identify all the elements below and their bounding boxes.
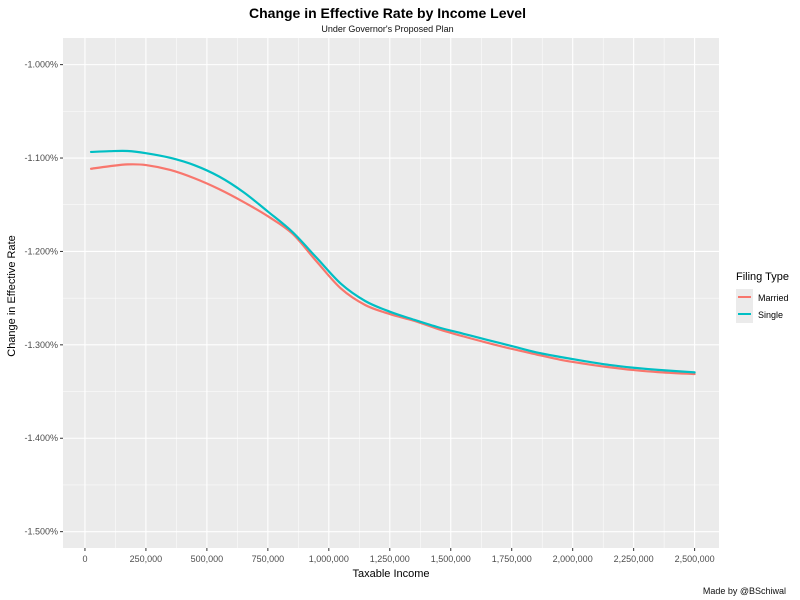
chart-subtitle: Under Governor's Proposed Plan (321, 24, 454, 34)
y-tick-label: -1.300% (24, 340, 58, 350)
legend-item-married: Married (736, 289, 789, 306)
x-tick-label: 2,500,000 (675, 554, 715, 564)
x-tick-label: 1,000,000 (309, 554, 349, 564)
y-axis-label: Change in Effective Rate (6, 235, 18, 357)
legend: Filing Type Married Single (736, 271, 789, 323)
x-tick-label: 750,000 (252, 554, 285, 564)
legend-key-married (736, 289, 753, 306)
x-tick-label: 2,250,000 (614, 554, 654, 564)
y-tick-label: -1.000% (24, 60, 58, 70)
y-tick-label: -1.500% (24, 527, 58, 537)
x-tick-label: 500,000 (191, 554, 224, 564)
x-tick-label: 2,000,000 (553, 554, 593, 564)
x-axis-label: Taxable Income (352, 568, 430, 580)
x-tick-label: 1,500,000 (431, 554, 471, 564)
x-tick-label: 1,250,000 (370, 554, 410, 564)
x-tick-label: 1,750,000 (492, 554, 532, 564)
x-tick-label: 0 (82, 554, 87, 564)
y-tick-label: -1.200% (24, 246, 58, 256)
legend-key-single (736, 306, 753, 323)
y-tick-label: -1.100% (24, 153, 58, 163)
plot-panel (63, 38, 719, 548)
legend-title: Filing Type (736, 271, 789, 283)
legend-item-single: Single (736, 306, 789, 323)
x-tick-label: 250,000 (130, 554, 163, 564)
y-tick-label: -1.400% (24, 433, 58, 443)
legend-label-married: Married (758, 292, 789, 303)
legend-label-single: Single (758, 309, 784, 320)
chart-title: Change in Effective Rate by Income Level (249, 5, 526, 21)
series-line-single (89, 149, 696, 374)
legend-swatch-married (738, 296, 751, 298)
legend-swatch-single (738, 313, 751, 315)
chart-caption: Made by @BSchiwal (702, 586, 786, 596)
series-line-married (89, 163, 696, 376)
